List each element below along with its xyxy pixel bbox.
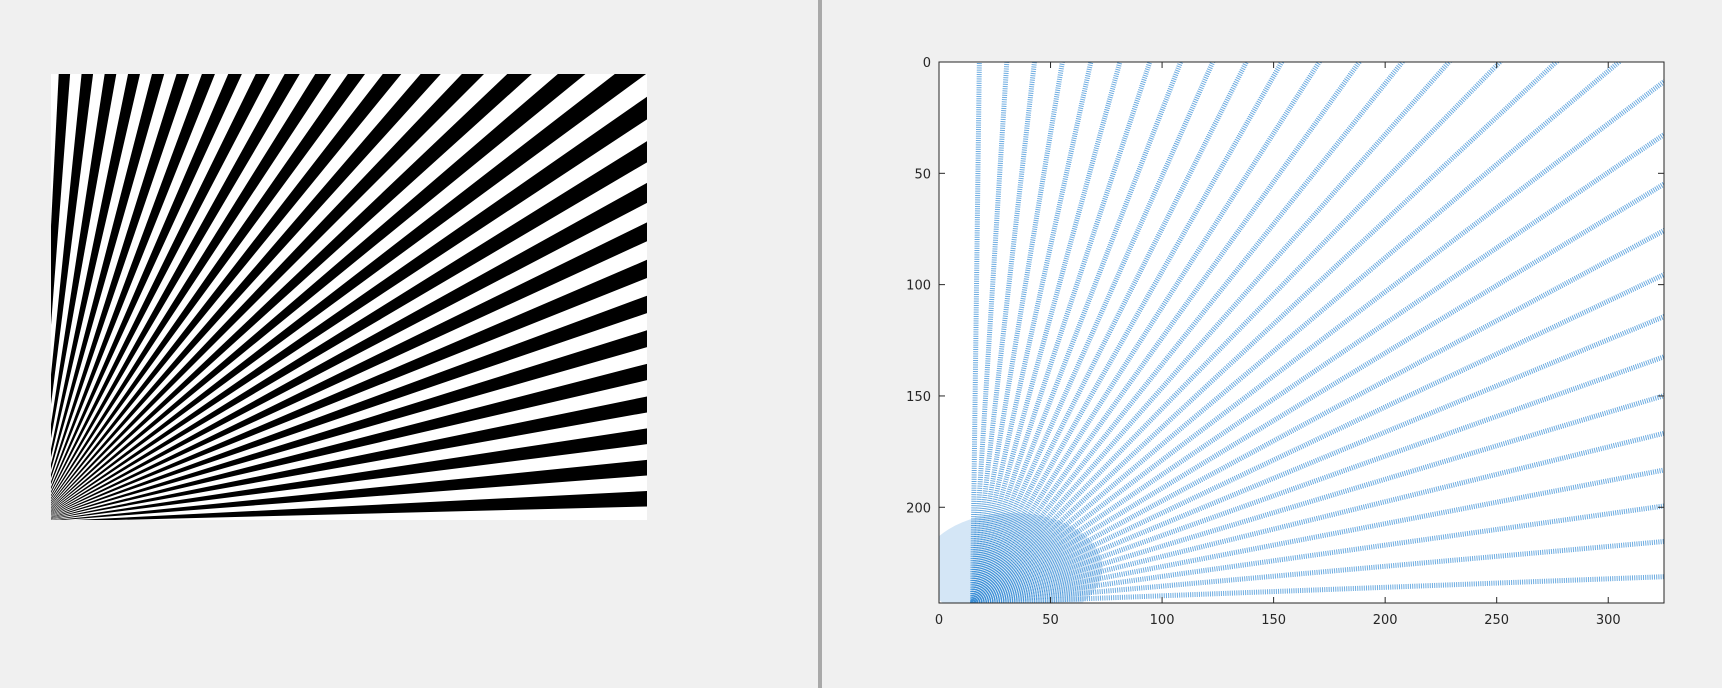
x-tick-label: 100 — [1150, 613, 1175, 628]
stripe-band — [51, 396, 647, 520]
x-tick-label: 0 — [935, 613, 943, 628]
stripe-band — [51, 74, 140, 458]
stripe-band — [51, 74, 215, 485]
stripe-band — [51, 74, 441, 506]
stripe-band — [51, 96, 647, 513]
x-tick-label: 200 — [1373, 613, 1398, 628]
stripe-band — [51, 74, 71, 325]
stripe-band — [51, 330, 647, 518]
scatter-plot: 0 50 100 150 200 250 300 0 50 100 150 200 — [906, 56, 1665, 628]
stripe-band — [51, 74, 271, 494]
x-tick-label: 150 — [1261, 613, 1286, 628]
stripe-band — [51, 74, 190, 479]
stripe-band — [51, 74, 165, 470]
y-tick-label: 150 — [906, 390, 931, 405]
x-axis: 0 50 100 150 200 250 300 — [935, 62, 1621, 628]
y-axis: 0 50 100 150 200 — [906, 56, 1664, 516]
stripe-band — [51, 74, 366, 502]
stripe-band — [51, 74, 532, 509]
y-tick-label: 50 — [914, 167, 931, 182]
stripe-band — [51, 74, 586, 510]
x-tick-label: 50 — [1042, 613, 1059, 628]
stripe-band — [51, 74, 242, 490]
stripe-band — [51, 295, 647, 517]
y-tick-label: 200 — [906, 501, 931, 516]
stripe-band — [55, 459, 647, 520]
x-tick-label: 250 — [1484, 613, 1509, 628]
stripe-band — [51, 74, 332, 500]
right-figure-window: 0 50 100 150 200 250 300 0 50 100 150 200 — [822, 0, 1722, 688]
stripe-band — [51, 428, 647, 520]
stripe-band — [51, 259, 647, 517]
plot-marks — [939, 62, 1664, 603]
y-tick-label: 100 — [906, 279, 931, 294]
point-cluster — [939, 513, 1103, 603]
x-tick-label: 300 — [1596, 613, 1621, 628]
stripe-band — [51, 74, 94, 405]
left-figure-window — [0, 0, 818, 688]
stripe-band — [51, 74, 484, 507]
window-divider[interactable] — [818, 0, 822, 688]
stripe-image — [51, 74, 647, 520]
stripe-band — [51, 74, 300, 497]
stripe-band — [51, 74, 647, 511]
stripe-band — [51, 363, 647, 519]
stripe-band — [51, 141, 647, 514]
stripe-band — [51, 74, 402, 504]
stripe-band — [75, 491, 647, 520]
stripe-band — [51, 222, 647, 516]
stripe-group — [51, 74, 647, 520]
axes-box — [938, 61, 1665, 604]
stripe-band — [51, 74, 117, 439]
y-tick-label: 0 — [923, 56, 931, 71]
stripe-band — [51, 182, 647, 515]
